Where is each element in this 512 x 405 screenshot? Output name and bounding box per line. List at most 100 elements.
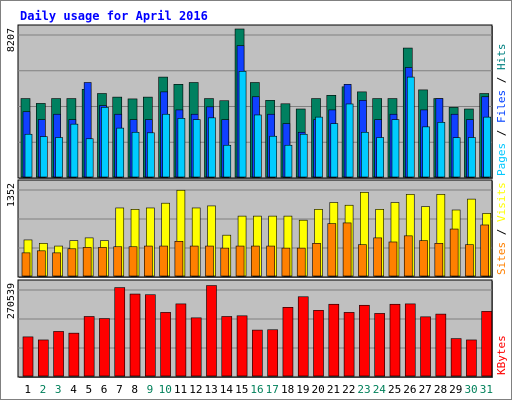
bar-kbytes-day-13: [206, 285, 217, 377]
x-tick-label-day-10: 10: [159, 383, 172, 396]
bar-pages-day-20: [315, 116, 323, 178]
bar-pages-day-22: [345, 103, 354, 178]
x-tick-label-day-24: 24: [373, 383, 387, 396]
x-tick-label-day-4: 4: [70, 383, 77, 396]
bar-sites-day-30: [465, 244, 474, 277]
legend: Pages / Files / Hits: [495, 44, 508, 177]
bar-kbytes-day-26: [404, 303, 416, 377]
bar-sites-day-13: [205, 245, 214, 277]
bar-kbytes-day-12: [190, 317, 202, 377]
bar-sites-day-10: [159, 245, 168, 277]
bar-sites-day-3: [52, 252, 61, 277]
bar-kbytes-day-15: [236, 315, 248, 377]
bar-pages-day-5: [85, 138, 94, 178]
bar-kbytes-day-17: [267, 329, 278, 377]
bar-pages-day-13: [208, 117, 216, 178]
bar-kbytes-day-25: [389, 303, 401, 377]
bar-kbytes-day-5: [83, 316, 95, 377]
bar-kbytes-day-18: [282, 307, 294, 377]
bar-kbytes-day-31: [481, 311, 493, 377]
legend-separator: /: [495, 70, 508, 90]
bar-kbytes-day-8: [129, 293, 141, 377]
x-tick-label-day-1: 1: [24, 383, 31, 396]
bar-pages-day-18: [284, 144, 293, 178]
bar-kbytes-day-20: [313, 310, 324, 377]
x-tick-label-day-9: 9: [147, 383, 154, 396]
bar-kbytes-day-29: [450, 338, 462, 377]
bar-sites-day-31: [480, 224, 490, 277]
bar-sites-day-21: [327, 223, 337, 277]
bar-kbytes-day-3: [53, 331, 64, 377]
bar-sites-day-5: [82, 247, 92, 277]
bar-pages-day-31: [483, 116, 492, 178]
bar-pages-day-9: [147, 132, 155, 178]
bar-pages-day-30: [468, 137, 476, 178]
bar-kbytes-day-7: [114, 287, 126, 377]
x-tick-label-day-6: 6: [101, 383, 108, 396]
legend-kbytes: KBytes: [495, 335, 508, 375]
bar-sites-day-16: [251, 245, 260, 277]
bar-pages-day-7: [116, 127, 125, 178]
y-max-label: 1352: [6, 183, 17, 207]
bar-kbytes-day-23: [359, 304, 370, 377]
chart-title: Daily usage for April 2016: [20, 9, 208, 23]
bar-pages-day-23: [361, 131, 369, 178]
x-tick-label-day-7: 7: [116, 383, 123, 396]
bar-sites-day-2: [36, 250, 46, 277]
x-tick-label-day-20: 20: [312, 383, 325, 396]
bar-kbytes-day-22: [343, 312, 355, 377]
legend-pages: Pages: [495, 143, 508, 176]
bar-kbytes-day-11: [175, 303, 187, 377]
bar-kbytes-day-14: [221, 316, 233, 377]
x-tick-label-day-12: 12: [189, 383, 202, 396]
legend-sites: Sites: [495, 242, 508, 275]
x-tick-label-day-26: 26: [403, 383, 416, 396]
legend: KBytes: [495, 335, 508, 375]
bar-pages-day-16: [254, 114, 262, 178]
bar-sites-day-8: [128, 246, 138, 277]
bar-kbytes-day-6: [99, 318, 110, 377]
bar-pages-day-1: [24, 133, 33, 178]
bar-sites-day-14: [220, 247, 230, 277]
bar-sites-day-23: [358, 244, 367, 277]
bar-kbytes-day-16: [252, 329, 263, 377]
x-tick-label-day-25: 25: [388, 383, 401, 396]
bar-kbytes-day-21: [328, 303, 340, 377]
x-tick-label-day-14: 14: [220, 383, 234, 396]
bar-kbytes-day-19: [297, 296, 309, 377]
panel-2: 1352 Sites / Visits: [6, 179, 508, 278]
legend: Sites / Visits: [495, 182, 508, 275]
legend-separator: /: [495, 222, 508, 242]
x-tick-label-day-11: 11: [174, 383, 187, 396]
x-tick-label-day-5: 5: [85, 383, 92, 396]
bar-sites-day-27: [419, 240, 428, 277]
x-tick-label-day-23: 23: [357, 383, 370, 396]
bar-sites-day-18: [281, 247, 291, 277]
bar-kbytes-day-2: [37, 339, 49, 377]
legend-visits: Visits: [495, 182, 508, 222]
x-tick-label-day-27: 27: [419, 383, 432, 396]
bar-pages-day-11: [177, 118, 186, 178]
x-tick-label-day-30: 30: [464, 383, 477, 396]
bar-pages-day-2: [39, 136, 48, 178]
bar-pages-day-10: [162, 113, 170, 178]
bar-kbytes-day-28: [435, 313, 447, 377]
bar-pages-day-12: [192, 119, 201, 178]
bar-sites-day-6: [98, 247, 107, 277]
bar-pages-day-17: [269, 135, 277, 178]
x-tick-label-day-18: 18: [281, 383, 294, 396]
legend-files: Files: [495, 90, 508, 123]
bar-kbytes-day-1: [22, 336, 34, 377]
bar-sites-day-17: [266, 245, 275, 277]
legend-text: KBytes: [495, 335, 508, 375]
bar-pages-day-27: [422, 126, 430, 178]
bar-kbytes-day-4: [68, 332, 80, 377]
bar-pages-day-25: [391, 119, 400, 178]
bar-pages-day-15: [238, 71, 247, 178]
bar-sites-day-25: [388, 241, 398, 277]
bar-sites-day-29: [449, 228, 459, 277]
bar-sites-day-7: [113, 246, 123, 277]
bar-pages-day-3: [55, 137, 63, 178]
bar-pages-day-29: [452, 137, 461, 178]
